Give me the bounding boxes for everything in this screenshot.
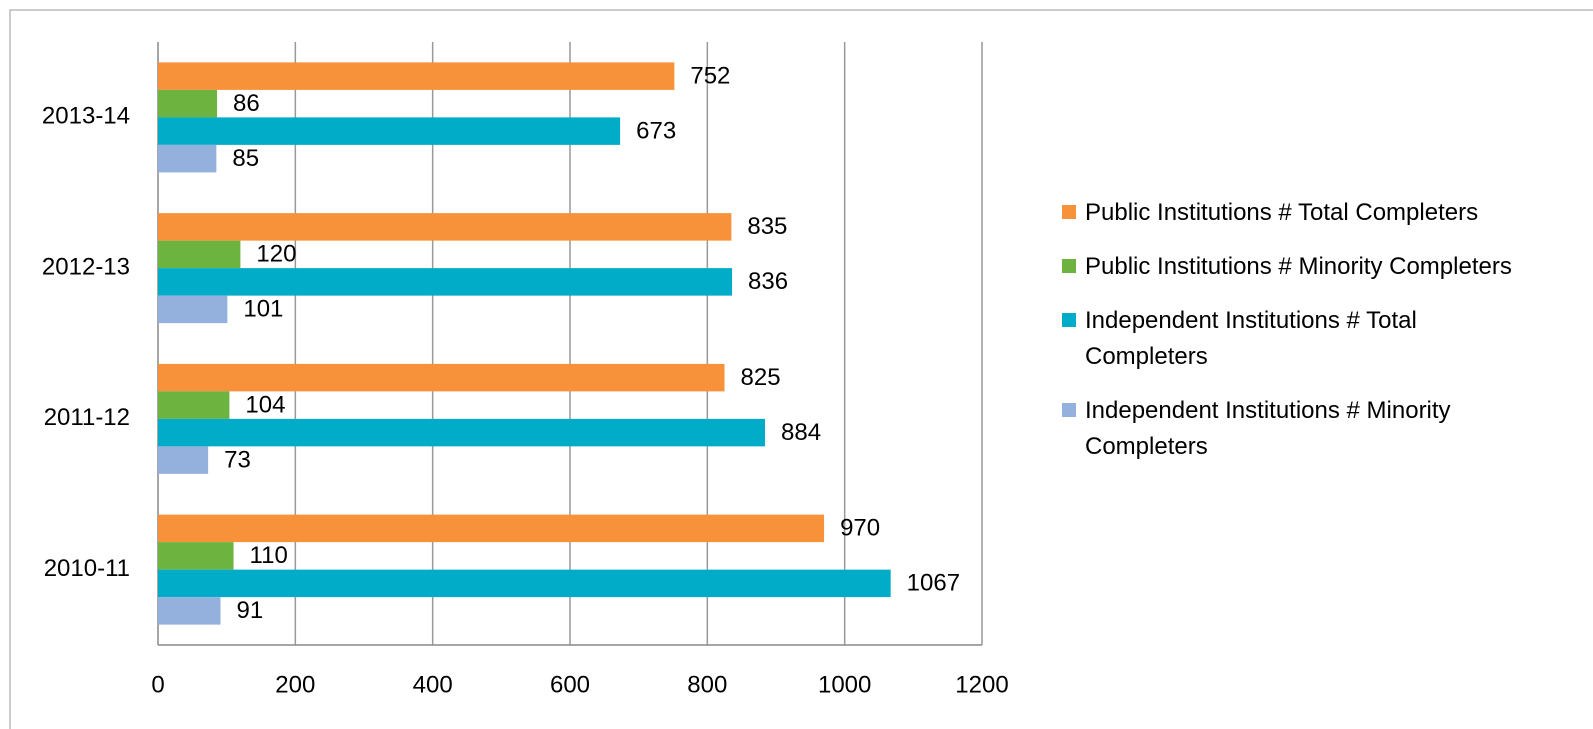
- bar: [158, 268, 733, 296]
- legend-swatch: [1062, 259, 1076, 273]
- legend-item: Independent Institutions # Total Complet…: [1062, 303, 1542, 375]
- data-label: 1067: [907, 570, 960, 597]
- data-label: 970: [840, 515, 880, 542]
- data-label: 104: [245, 391, 285, 418]
- bar: [158, 62, 675, 90]
- y-tick-label: 2012-13: [42, 253, 130, 280]
- legend-label: Public Institutions # Total Completers: [1085, 199, 1479, 226]
- data-label: 91: [236, 597, 263, 624]
- bar: [158, 569, 891, 598]
- data-label: 101: [243, 296, 283, 323]
- legend-label: Independent Institutions # Total Complet…: [1085, 307, 1417, 370]
- legend: Public Institutions # Total Completers Pu…: [1062, 195, 1542, 483]
- data-label: 752: [690, 62, 730, 89]
- bar: [158, 418, 766, 447]
- data-label: 825: [741, 364, 781, 391]
- legend-swatch: [1062, 205, 1076, 219]
- legend-swatch: [1062, 313, 1076, 327]
- bar: [158, 213, 732, 241]
- bar: [158, 240, 241, 269]
- legend-label: Public Institutions # Minority Completer…: [1085, 253, 1512, 280]
- legend-swatch: [1062, 403, 1076, 417]
- data-label: 673: [636, 117, 676, 144]
- x-tick-label: 600: [550, 671, 590, 698]
- bar: [158, 597, 221, 625]
- legend-item: Independent Institutions # Minority Comp…: [1062, 393, 1542, 465]
- data-label: 73: [224, 446, 251, 473]
- data-label: 836: [748, 268, 788, 295]
- bar: [158, 514, 825, 543]
- bar: [158, 89, 218, 118]
- data-label: 110: [250, 542, 288, 569]
- legend-label: Independent Institutions # Minority Comp…: [1085, 397, 1451, 460]
- frame: [9, 9, 1593, 729]
- bar: [158, 144, 217, 173]
- x-tick-label: 0: [151, 671, 164, 698]
- bar: [158, 363, 725, 392]
- y-tick-label: 2013-14: [42, 103, 130, 130]
- data-label: 835: [747, 213, 787, 240]
- bar: [158, 391, 230, 419]
- data-label: 120: [256, 241, 296, 268]
- bar: [158, 117, 621, 145]
- data-label: 884: [781, 419, 821, 446]
- x-tick-label: 200: [275, 671, 315, 698]
- bar: [158, 446, 209, 474]
- legend-item: Public Institutions # Minority Completer…: [1062, 249, 1542, 285]
- data-label: 86: [233, 90, 260, 117]
- bar: [158, 542, 234, 570]
- y-tick-label: 2010-11: [44, 555, 130, 582]
- bar: [158, 295, 228, 324]
- y-tick-label: 2011-12: [44, 404, 130, 431]
- data-label: 85: [232, 145, 259, 172]
- legend-item: Public Institutions # Total Completers: [1062, 195, 1542, 231]
- x-tick-label: 1000: [818, 671, 871, 698]
- x-tick-label: 400: [413, 671, 453, 698]
- x-tick-label: 1200: [955, 671, 1008, 698]
- x-tick-label: 800: [687, 671, 727, 698]
